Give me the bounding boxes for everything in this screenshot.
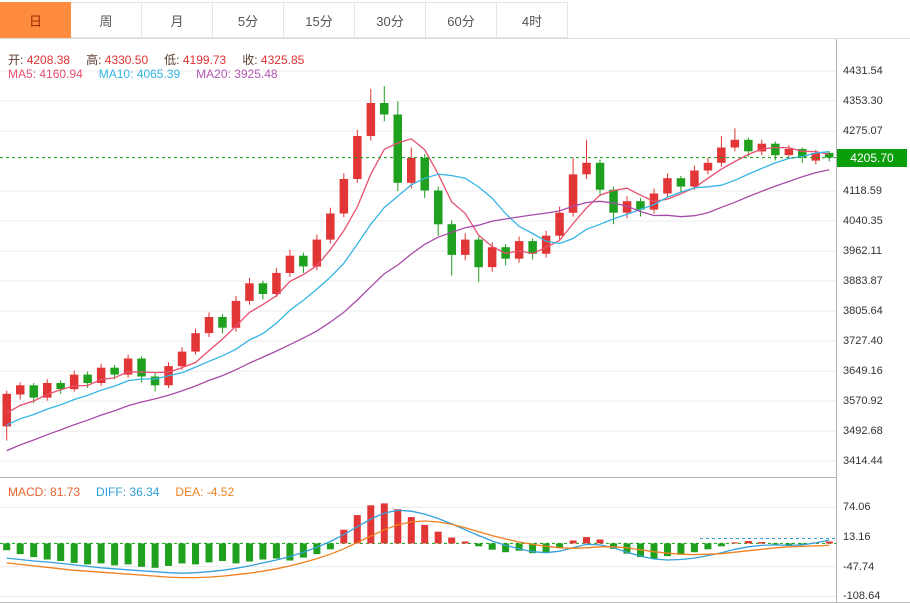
dea-label: DEA: <box>175 485 204 499</box>
high-field: 高: 4330.50 <box>86 51 148 68</box>
price-axis-label: 4275.07 <box>843 124 883 137</box>
open-value: 4208.38 <box>26 53 71 67</box>
macd-axis-label: 74.06 <box>843 501 871 514</box>
price-axis-label: 3414.44 <box>843 455 883 468</box>
macd-field: MACD: 81.73 <box>8 485 80 499</box>
ma20-label: MA20: <box>196 67 231 81</box>
ma20-field: MA20: 3925.48 <box>196 67 277 81</box>
close-label: 收: <box>242 53 258 67</box>
price-axis-label: 3492.68 <box>843 425 883 438</box>
ma20-line <box>6 169 830 452</box>
macd-gridlines <box>0 506 836 597</box>
candlestick-series <box>2 86 834 441</box>
price-axis-label: 4431.54 <box>843 64 883 77</box>
diff-line <box>6 509 830 574</box>
value-axis-column: 4205.70 4431.54 4353.30 4275.07 4118.59 4040… <box>836 39 910 602</box>
ma-info: MA5: 4160.94 MA10: 4065.39 MA20: 3925.48 <box>8 67 278 81</box>
open-label: 开: <box>8 53 24 67</box>
low-value: 4199.73 <box>182 53 227 67</box>
price-axis-label: 3570.92 <box>843 395 883 408</box>
macd-axis-label: -108.64 <box>843 590 881 603</box>
low-field: 低: 4199.73 <box>164 51 226 68</box>
tab-4hour[interactable]: 4时 <box>497 2 568 38</box>
price-axis-label: 4040.35 <box>843 215 883 227</box>
dea-line <box>6 520 830 579</box>
tab-30min[interactable]: 30分 <box>355 2 426 38</box>
price-axis-label: 3883.87 <box>843 275 883 288</box>
ma10-field: MA10: 4065.39 <box>99 67 180 81</box>
low-label: 低: <box>164 53 180 67</box>
close-value: 4325.85 <box>260 53 305 67</box>
main-gridlines <box>0 70 836 462</box>
ma10-label: MA10: <box>98 67 134 81</box>
chart-region: 开: 4208.38 高: 4330.50 低: 4199.73 收: 4325… <box>0 38 910 603</box>
tab-15min[interactable]: 15分 <box>284 2 355 38</box>
price-axis-label: 3727.40 <box>843 335 883 348</box>
ma5-line <box>6 138 830 414</box>
ma5-label: MA5: <box>8 67 37 81</box>
price-axis-label: 4118.59 <box>843 185 882 197</box>
diff-field: DIFF: 36.34 <box>96 485 159 499</box>
last-price-tag: 4205.70 <box>837 148 907 167</box>
diff-value: 36.34 <box>129 485 160 499</box>
price-axis-label: 3805.64 <box>843 305 883 318</box>
close-field: 收: 4325.85 <box>242 51 304 68</box>
ma5-field: MA5: 4160.94 <box>8 67 83 81</box>
tab-week[interactable]: 周 <box>71 2 142 38</box>
tab-month[interactable]: 月 <box>142 2 213 38</box>
diff-label: DIFF: <box>96 485 127 499</box>
main-chart-canvas[interactable] <box>0 47 836 477</box>
ma20-value: 3925.48 <box>234 67 278 81</box>
macd-label: MACD: <box>8 485 47 499</box>
open-field: 开: 4208.38 <box>8 51 70 68</box>
high-label: 高: <box>86 53 102 67</box>
dea-field: DEA: -4.52 <box>175 485 234 499</box>
panel-divider <box>0 477 910 478</box>
tab-5min[interactable]: 5分 <box>213 2 284 38</box>
ma5-value: 4160.94 <box>39 67 83 81</box>
price-axis-label: 3649.16 <box>843 365 883 378</box>
macd-value: 81.73 <box>50 485 81 499</box>
dea-value: -4.52 <box>206 485 235 499</box>
tab-day[interactable]: 日 <box>0 2 71 38</box>
macd-chart-canvas[interactable] <box>0 478 836 602</box>
ma10-value: 4065.39 <box>136 67 181 81</box>
ma10-line <box>6 151 830 426</box>
period-tabbar: 日 周 月 5分 15分 30分 60分 4时 <box>0 0 910 38</box>
tab-60min[interactable]: 60分 <box>426 2 497 38</box>
high-value: 4330.50 <box>104 53 149 67</box>
macd-axis-label: 13.16 <box>843 530 871 543</box>
ohlc-info: 开: 4208.38 高: 4330.50 低: 4199.73 收: 4325… <box>8 51 304 68</box>
macd-axis-label: -47.74 <box>843 560 875 573</box>
price-axis-label: 3962.11 <box>843 245 882 258</box>
price-axis-label: 4353.30 <box>843 94 883 107</box>
macd-info: MACD: 81.73 DIFF: 36.34 DEA: -4.52 <box>8 485 234 499</box>
